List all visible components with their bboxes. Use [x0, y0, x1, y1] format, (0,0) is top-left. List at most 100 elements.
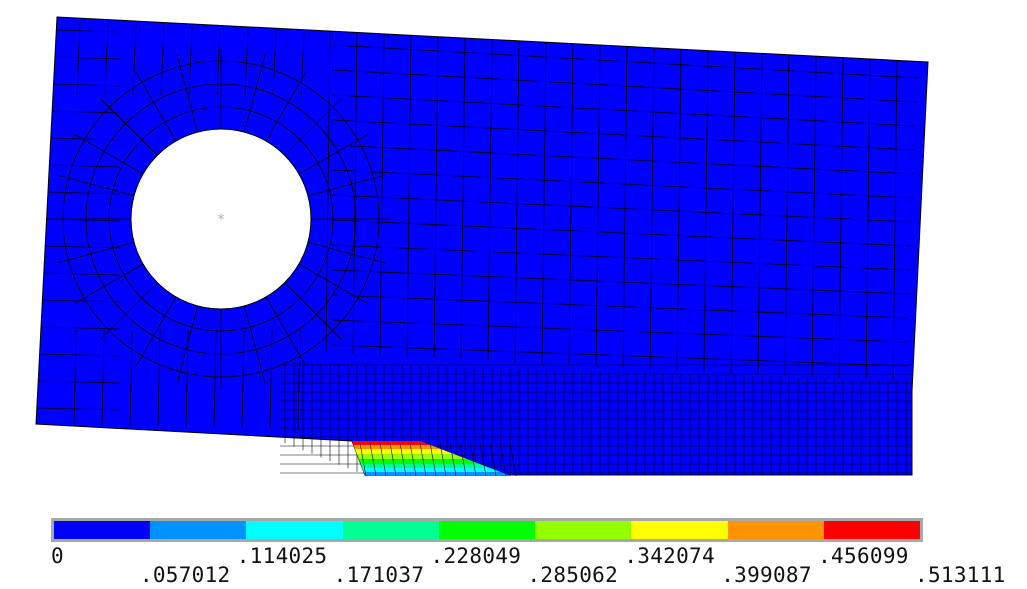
- contact-mesh-line: [489, 442, 497, 477]
- mesh-line: [703, 50, 709, 372]
- legend-label: .285062: [527, 563, 619, 587]
- legend-label: .228049: [430, 544, 522, 568]
- mesh-line: [811, 56, 817, 378]
- hole-mesh-spoke: [298, 133, 369, 175]
- mesh-line: [757, 53, 763, 375]
- contact-stress-band: [358, 459, 480, 464]
- mesh-line: [52, 110, 121, 114]
- hole-mesh-spoke: [176, 54, 199, 133]
- hole-mesh-spoke: [73, 263, 144, 305]
- mesh-line: [241, 329, 245, 429]
- mesh-line: [157, 329, 161, 427]
- bolt-hole: [130, 128, 312, 310]
- mesh-line: [331, 69, 918, 103]
- legend-label: .057012: [139, 563, 231, 587]
- mesh-line: [331, 344, 907, 367]
- hole-mesh-spoke: [307, 241, 386, 264]
- mesh-line: [39, 353, 121, 357]
- mesh-line: [331, 144, 915, 175]
- hole-center-marker: *: [218, 212, 225, 228]
- mesh-line: [297, 329, 301, 430]
- mesh-line: [865, 58, 871, 380]
- contact-mesh-line: [449, 442, 457, 477]
- mesh-line: [331, 319, 908, 343]
- mesh-line: [300, 32, 305, 96]
- mesh-line: [56, 29, 121, 33]
- contact-mesh-line: [419, 442, 427, 477]
- mesh-line: [53, 83, 121, 87]
- hole-mesh-spoke: [243, 305, 266, 384]
- legend-label: .399087: [721, 563, 812, 587]
- contact-stress-band: [352, 441, 431, 445]
- mesh-line: [244, 29, 249, 96]
- hole-mesh-spoke: [100, 98, 158, 156]
- mesh-line: [784, 54, 790, 376]
- contact-mesh-line: [399, 442, 407, 477]
- contact-stress-band: [363, 472, 511, 476]
- refined-mesh-band: [280, 362, 912, 475]
- legend-label: .342074: [624, 544, 715, 568]
- legend-swatch: [246, 521, 343, 539]
- mesh-line: [129, 329, 133, 427]
- contact-mesh-line: [379, 442, 387, 477]
- hole-radial-mesh: [51, 49, 391, 389]
- mesh-line: [104, 22, 109, 96]
- mesh-line: [47, 191, 121, 195]
- legend-label: .513111: [915, 563, 1006, 587]
- mesh-line: [331, 194, 913, 223]
- legend-swatch: [823, 521, 920, 539]
- mesh-line: [352, 32, 358, 354]
- mesh-line: [160, 25, 165, 96]
- mesh-line: [406, 35, 412, 357]
- contact-mesh-line: [389, 442, 397, 477]
- mesh-line: [331, 94, 917, 127]
- mesh-line: [185, 329, 189, 428]
- hole-mesh-spoke: [73, 133, 144, 175]
- contour-legend-bar: [51, 518, 923, 542]
- mesh-line: [54, 56, 121, 60]
- hole-mesh-spoke: [135, 71, 177, 142]
- mesh-line: [460, 38, 466, 359]
- legend-swatch: [631, 521, 728, 539]
- mesh-line: [272, 30, 277, 96]
- mesh-line: [73, 329, 77, 426]
- mesh-line: [38, 380, 121, 384]
- mesh-line: [49, 164, 121, 168]
- hole-mesh-spoke: [243, 54, 266, 133]
- hole-mesh-spoke: [265, 71, 307, 142]
- hole-mesh-spoke: [298, 263, 369, 305]
- contact-mesh-line: [409, 442, 417, 477]
- mesh-line: [622, 46, 628, 368]
- hole-mesh-spoke: [135, 296, 177, 367]
- legend-swatch: [535, 521, 632, 539]
- mesh-line: [433, 36, 439, 358]
- legend-label: 0: [51, 544, 64, 568]
- mesh-line: [213, 329, 217, 428]
- stress-contact-zone: [352, 441, 517, 477]
- contact-mesh-line: [469, 442, 477, 477]
- mesh-line: [325, 31, 331, 353]
- hole-mesh-spoke: [176, 305, 199, 384]
- mesh-line: [188, 26, 193, 96]
- mesh-grid: [36, 21, 919, 430]
- mesh-line: [42, 299, 121, 303]
- hole-mesh-spoke: [265, 296, 307, 367]
- legend-swatch: [54, 521, 151, 539]
- mesh-line: [595, 45, 601, 366]
- contact-mesh-line: [459, 442, 467, 477]
- hole-mesh-spoke: [307, 174, 386, 197]
- mesh-line: [331, 244, 911, 271]
- legend-label: .171037: [333, 563, 425, 587]
- contact-mesh-line: [359, 442, 367, 477]
- mesh-line: [50, 137, 121, 141]
- mesh-body: [35, 16, 929, 476]
- hole-mesh-spoke: [284, 282, 342, 340]
- contact-mesh-line: [479, 442, 487, 477]
- mesh-line: [331, 119, 916, 151]
- contact-stress-band: [356, 454, 467, 459]
- contact-mesh-line: [369, 442, 377, 477]
- mesh-line: [379, 33, 385, 355]
- mesh-line: [43, 272, 121, 276]
- mesh-line: [730, 52, 736, 373]
